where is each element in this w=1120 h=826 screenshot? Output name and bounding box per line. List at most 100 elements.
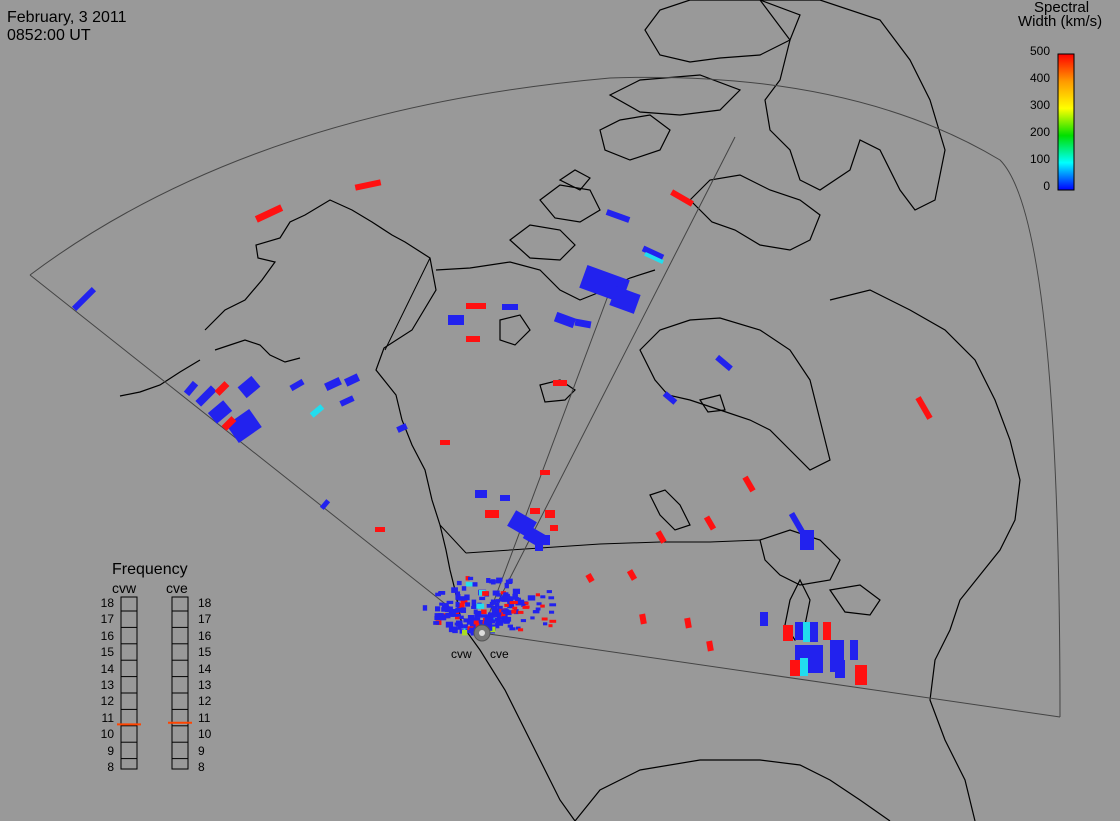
echo-cell: [457, 625, 462, 630]
radar-site-center: [479, 630, 485, 636]
colorbar-tick: 200: [1029, 125, 1050, 139]
echo-cell: [511, 609, 517, 614]
coastlines: [119, 0, 1021, 822]
frequency-level-right: 8: [198, 760, 205, 774]
echo-cell: [803, 622, 811, 642]
echo-cell: [494, 602, 500, 607]
echo-cell: [639, 613, 647, 625]
echo-cell: [324, 376, 342, 392]
echo-cell: [481, 609, 487, 615]
echo-cell: [703, 515, 717, 531]
echo-cell: [548, 624, 553, 628]
echo-cell: [495, 622, 500, 629]
echo-cell: [503, 620, 510, 624]
radar-echoes: [71, 179, 933, 685]
echo-cell: [339, 395, 355, 407]
echo-cell: [514, 609, 519, 615]
echo-cell: [502, 618, 511, 623]
frequency-cvw-label: cvw: [112, 580, 137, 596]
echo-cell: [422, 605, 428, 611]
echo-cell: [465, 576, 470, 581]
echo-cell: [662, 391, 678, 405]
echo-cell: [574, 318, 592, 329]
echo-cell: [195, 385, 217, 407]
echo-cell: [520, 601, 528, 605]
colorbar-tick: 400: [1029, 71, 1050, 85]
echo-cell: [439, 614, 447, 621]
echo-cell: [518, 628, 524, 632]
echo-cell: [457, 596, 466, 601]
echo-cell: [433, 621, 440, 625]
echo-cell: [435, 606, 441, 612]
echo-cell: [473, 609, 478, 615]
echo-cell: [455, 616, 461, 620]
echo-cell: [549, 619, 557, 623]
frequency-level-left: 8: [107, 760, 114, 774]
echo-cell: [472, 582, 478, 587]
echo-cell: [496, 619, 504, 625]
echo-cell: [626, 569, 638, 581]
echo-cell: [484, 617, 492, 624]
frequency-level-right: 10: [198, 727, 212, 742]
echo-cell: [509, 596, 516, 600]
echo-cell: [466, 619, 472, 625]
echo-cell: [500, 495, 510, 501]
echo-cell: [535, 545, 543, 551]
echo-cell: [504, 582, 509, 589]
echo-cell: [438, 591, 446, 595]
echo-cell: [214, 381, 230, 396]
echo-cell: [790, 660, 800, 676]
echo-cell: [375, 527, 385, 532]
echo-cell: [515, 600, 522, 606]
frequency-level-left: 10: [100, 727, 114, 742]
echo-cell: [319, 499, 331, 510]
colorbar-tick: 0: [1043, 179, 1050, 193]
echo-cell: [670, 189, 694, 207]
echo-cell: [795, 622, 803, 640]
echo-cell: [715, 354, 733, 372]
frequency-title: Frequency: [112, 561, 188, 578]
echo-cell: [434, 615, 443, 621]
echo-cell: [221, 416, 237, 431]
colorbar-title-line2: Width (km/s): [1018, 13, 1103, 30]
echo-cell: [501, 598, 509, 602]
echo-cell: [543, 622, 548, 626]
echo-cell: [467, 615, 475, 621]
echo-cell: [462, 629, 468, 636]
echo-cell: [492, 590, 500, 596]
echo-cell: [549, 603, 557, 607]
frequency-level-left: 15: [100, 645, 114, 660]
echo-cell: [237, 375, 261, 399]
echo-cell: [448, 315, 464, 325]
echo-cell: [760, 612, 768, 626]
frequency-level-left: 11: [101, 710, 114, 725]
colorbar-tick: 100: [1029, 152, 1050, 166]
echo-cell: [439, 602, 444, 606]
echo-cell: [491, 609, 498, 613]
echo-cell: [447, 612, 453, 617]
echo-cell: [468, 576, 474, 581]
echo-cell: [521, 603, 526, 607]
cvw-gauge: [120, 596, 138, 770]
frequency-level-right: 17: [198, 612, 212, 627]
echo-cell: [496, 577, 503, 582]
echo-cell: [500, 614, 508, 619]
frequency-level-left: 14: [100, 661, 114, 676]
echo-cell: [512, 606, 518, 610]
echo-cell: [684, 617, 692, 629]
frequency-cve-label: cve: [166, 580, 188, 596]
echo-cell: [549, 610, 555, 614]
echo-cell: [491, 605, 498, 611]
echo-cell: [655, 530, 667, 544]
frequency-level-left: 18: [100, 596, 114, 610]
echo-cell: [503, 592, 509, 596]
colorbar-tick: 300: [1029, 98, 1050, 112]
echo-cell: [800, 658, 808, 676]
echo-cell: [553, 380, 567, 386]
frequency-level-left: 9: [107, 743, 114, 758]
echo-cell: [540, 595, 546, 599]
echo-cell: [540, 535, 550, 545]
echo-cell: [530, 508, 540, 514]
echo-cell: [495, 580, 502, 584]
echo-cell: [530, 616, 535, 620]
